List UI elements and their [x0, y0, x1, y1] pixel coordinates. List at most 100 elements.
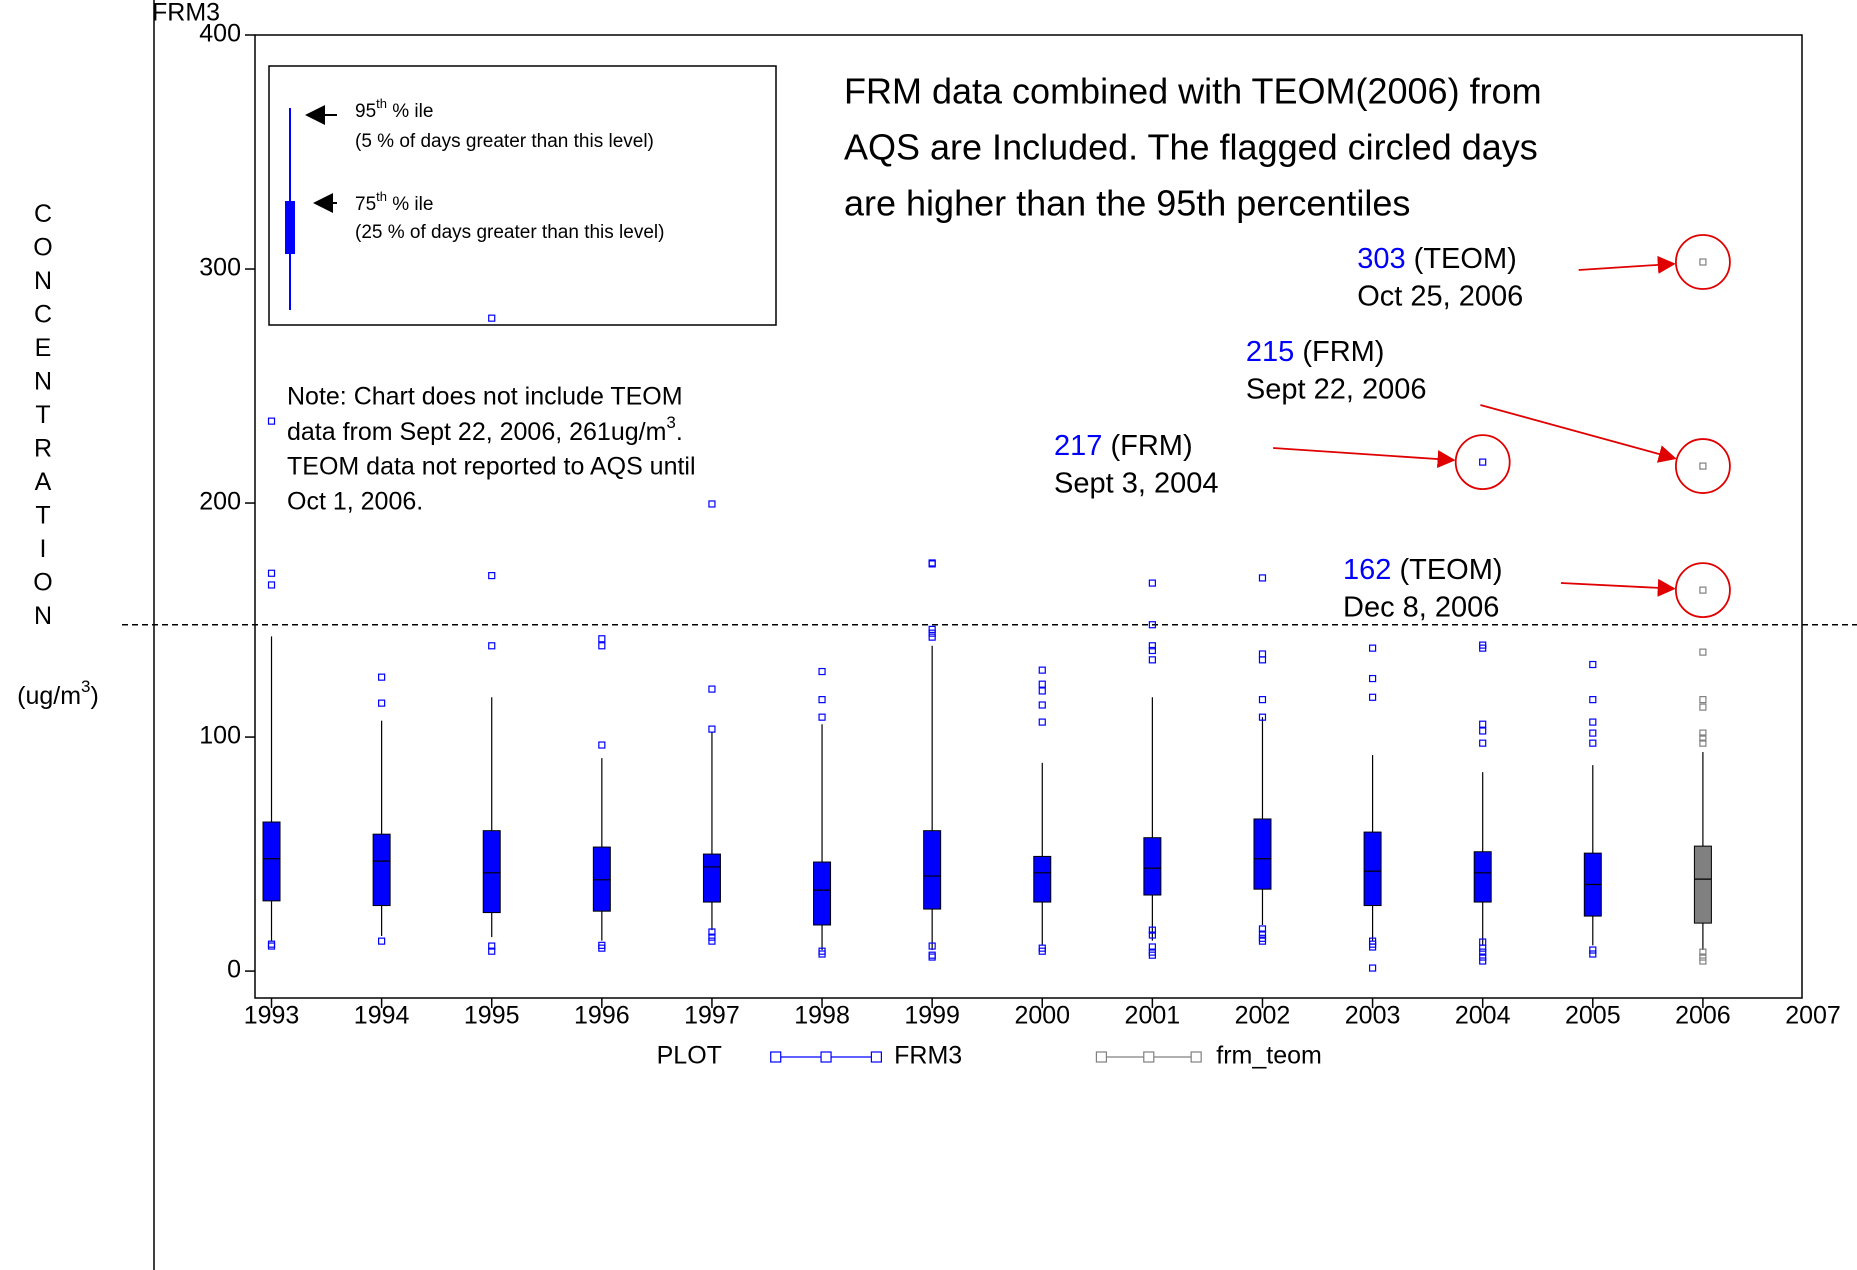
text-block: AQS are Included. The flagged circled da… — [844, 127, 1538, 168]
annotation: 215 (FRM) — [1246, 336, 1385, 368]
outlier — [1038, 947, 1046, 955]
annotation: 217 (FRM) — [1054, 430, 1193, 462]
outlier — [1038, 718, 1046, 726]
note-sup: 3 — [666, 413, 675, 432]
outlier — [488, 314, 496, 322]
annotation-arrow — [1560, 578, 1676, 597]
outlier — [267, 569, 276, 577]
outlier — [1368, 943, 1377, 951]
text-block: FRM data combined with TEOM(2006) from — [844, 71, 1542, 112]
legend-symbol — [770, 1051, 782, 1063]
outlier — [708, 933, 716, 941]
inset-desc: (5 % of days greater than this level) — [355, 131, 654, 152]
outlier — [1479, 727, 1487, 735]
outlier — [1038, 687, 1046, 695]
flag-circle — [1675, 562, 1731, 618]
y-axis-unit: (ug/m3) — [17, 677, 99, 709]
annotation-date: Oct 25, 2006 — [1357, 281, 1523, 313]
outlier — [598, 741, 606, 749]
outlier — [598, 635, 606, 643]
outlier — [1479, 720, 1487, 728]
outlier — [1589, 660, 1597, 669]
outlier — [928, 633, 936, 641]
box — [923, 830, 942, 910]
outlier — [1589, 729, 1597, 737]
legend-label: FRM3 — [894, 1042, 962, 1070]
outlier — [928, 625, 936, 634]
x-tick-label: 2007 — [1785, 1002, 1841, 1030]
note: Note: Chart does not include TEOM — [287, 383, 683, 411]
outlier — [1368, 964, 1377, 972]
outlier — [928, 951, 936, 959]
annotation-arrow — [1273, 447, 1456, 469]
inset-label: 75th % ile — [355, 189, 433, 215]
unit-end: ) — [91, 682, 99, 710]
x-tick-label: 1995 — [464, 1002, 520, 1030]
x-tick-label: 1997 — [684, 1002, 740, 1030]
annotation: 303 (TEOM) — [1357, 243, 1517, 275]
annotation-date: Sept 22, 2006 — [1246, 374, 1427, 406]
outlier — [1699, 957, 1707, 965]
note: TEOM data not reported to AQS until — [287, 453, 696, 481]
outlier — [488, 942, 496, 950]
annotation-date: Sept 3, 2004 — [1054, 468, 1218, 500]
outlier — [1148, 642, 1156, 650]
box — [1143, 837, 1162, 896]
annotation-value: 217 — [1054, 430, 1102, 462]
outlier — [1699, 462, 1707, 470]
outlier — [1258, 925, 1267, 933]
inset-sup: th — [376, 189, 387, 204]
outlier — [1258, 930, 1267, 938]
flag-circle — [1675, 438, 1731, 494]
outlier — [1368, 644, 1377, 652]
outlier — [1699, 648, 1707, 656]
outlier — [708, 685, 716, 693]
outlier — [1699, 739, 1707, 747]
outlier — [818, 696, 826, 704]
y-tick-label: 400 — [199, 20, 241, 48]
box — [813, 861, 832, 926]
box — [1033, 855, 1052, 903]
outlier — [1148, 656, 1156, 664]
outlier — [1148, 931, 1156, 939]
flag-circle — [1454, 434, 1511, 490]
outlier — [928, 560, 936, 568]
outlier — [1479, 957, 1487, 965]
outlier — [378, 699, 386, 707]
outlier — [1258, 656, 1267, 664]
outlier — [818, 667, 826, 676]
box — [1253, 818, 1272, 890]
outlier — [1699, 586, 1707, 594]
note-text: data from Sept 22, 2006, 261ug/m — [287, 418, 666, 446]
box — [1473, 851, 1492, 903]
outlier — [1038, 680, 1046, 688]
box — [372, 833, 391, 907]
annotation-value: 162 — [1343, 554, 1391, 586]
inset-label: 95th % ile — [355, 96, 433, 122]
box — [702, 853, 721, 903]
box — [482, 830, 501, 914]
outlier — [708, 500, 716, 508]
note-end: . — [676, 418, 683, 446]
outlier — [1148, 579, 1156, 587]
box — [1363, 831, 1382, 907]
outlier — [928, 629, 936, 637]
outlier — [1589, 950, 1597, 958]
unit-text: (ug/m — [17, 682, 81, 710]
annotation: 162 (TEOM) — [1343, 554, 1503, 586]
outlier — [598, 642, 606, 650]
outlier — [1038, 701, 1046, 709]
x-tick-label: 2006 — [1675, 1002, 1731, 1030]
outlier — [1148, 621, 1156, 629]
outlier — [1589, 696, 1597, 704]
outlier — [267, 940, 276, 948]
outlier — [1479, 458, 1487, 466]
x-tick-label: 1999 — [904, 1002, 960, 1030]
outlier — [267, 942, 276, 950]
outlier — [1699, 953, 1707, 961]
y-tick-label: 100 — [199, 722, 241, 750]
annotation-label: (FRM) — [1294, 336, 1384, 368]
outlier — [598, 944, 606, 952]
outlier — [488, 947, 496, 955]
